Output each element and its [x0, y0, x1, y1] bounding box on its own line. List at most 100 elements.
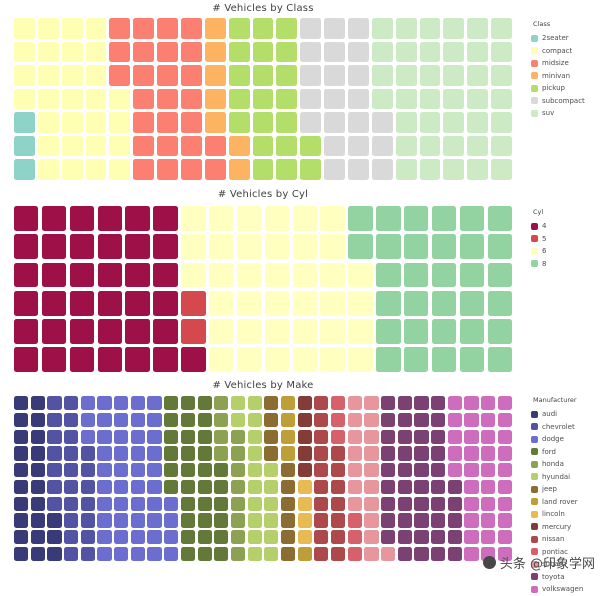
waffle-cell [497, 513, 512, 528]
legend-cyl: Cyl 4 5 6 8 [531, 208, 546, 270]
waffle-cell [481, 429, 496, 444]
waffle-cell [247, 546, 262, 561]
waffle-cell [41, 234, 67, 259]
waffle-cell [348, 135, 369, 157]
waffle-cell [431, 234, 457, 259]
waffle-cell [395, 112, 417, 133]
waffle-cell [80, 513, 95, 528]
waffle-cell [459, 234, 485, 259]
waffle-cell [80, 546, 95, 561]
waffle-cell [404, 234, 429, 259]
waffle-cell [181, 262, 206, 288]
waffle-cell [97, 429, 112, 444]
waffle-cell [487, 262, 512, 288]
waffle-cell [133, 18, 155, 39]
waffle-cell [314, 513, 329, 528]
waffle-cell [397, 446, 412, 461]
waffle-cell [276, 112, 298, 133]
legend-label: pontiac [542, 547, 568, 556]
waffle-cell [431, 206, 457, 231]
waffle-cell [414, 396, 429, 411]
waffle-cell [69, 319, 95, 344]
waffle-cell [300, 135, 322, 157]
waffle-cell [397, 496, 412, 511]
waffle-cell [197, 496, 212, 511]
waffle-cell [228, 41, 250, 63]
waffle-cell [487, 206, 512, 231]
waffle-cell [147, 546, 162, 561]
waffle-cell [376, 347, 401, 372]
waffle-cell [30, 463, 45, 478]
waffle-cell [14, 479, 29, 494]
waffle-cell [14, 530, 29, 545]
waffle-cell [14, 234, 39, 259]
watermark-text: 头条 @印象学网 [499, 557, 595, 572]
waffle-cell [414, 446, 429, 461]
legend-swatch-icon [531, 235, 538, 243]
waffle-cell [109, 112, 131, 133]
legend-swatch-icon [531, 109, 538, 117]
waffle-cell [164, 396, 179, 411]
waffle-cell [397, 429, 412, 444]
waffle-cell [481, 396, 496, 411]
waffle-cell [181, 319, 206, 344]
waffle-cell [381, 546, 396, 561]
waffle-cell [314, 546, 329, 561]
legend-title: Manufacturer [533, 396, 577, 404]
waffle-cell [252, 65, 274, 86]
waffle-cell [14, 18, 35, 39]
waffle-cell [236, 262, 262, 288]
legend-swatch-icon [531, 510, 538, 518]
waffle-cell [280, 513, 296, 528]
waffle-cell [376, 234, 401, 259]
legend-label: 8 [542, 259, 547, 268]
waffle-grid-make [14, 396, 512, 561]
waffle-cell [252, 159, 274, 180]
waffle-cell [464, 530, 479, 545]
waffle-cell [297, 463, 312, 478]
waffle-cell [209, 206, 234, 231]
waffle-cell [97, 446, 112, 461]
waffle-cell [209, 319, 234, 344]
legend-swatch-icon [531, 585, 538, 593]
waffle-cell [395, 135, 417, 157]
waffle-cell [459, 262, 485, 288]
waffle-cell [264, 319, 290, 344]
legend-swatch-icon [531, 222, 538, 230]
waffle-cell [347, 429, 362, 444]
waffle-cell [147, 446, 162, 461]
waffle-cell [37, 65, 59, 86]
waffle-cell [181, 234, 206, 259]
waffle-cell [47, 479, 62, 494]
waffle-cell [419, 135, 441, 157]
waffle-cell [292, 319, 317, 344]
waffle-cell [459, 290, 485, 316]
waffle-cell [214, 479, 229, 494]
waffle-cell [348, 290, 373, 316]
legend-label: mercury [542, 522, 572, 531]
waffle-cell [443, 65, 465, 86]
waffle-cell [230, 479, 246, 494]
waffle-cell [30, 496, 45, 511]
waffle-cell [247, 530, 262, 545]
waffle-cell [447, 396, 462, 411]
waffle-cell [164, 496, 179, 511]
waffle-cell [125, 234, 150, 259]
waffle-cell [164, 530, 179, 545]
legend-swatch-icon [531, 535, 538, 543]
waffle-cell [130, 412, 145, 427]
waffle-cell [487, 290, 512, 316]
waffle-cell [371, 18, 393, 39]
legend-items: 2seater compact midsize minivan pickup subcom… [531, 32, 585, 120]
waffle-cell [228, 159, 250, 180]
legend-swatch-icon [531, 72, 538, 80]
waffle-cell [14, 112, 35, 133]
waffle-cell [364, 463, 379, 478]
waffle-cell [481, 496, 496, 511]
waffle-cell [419, 41, 441, 63]
legend-swatch-icon [531, 435, 538, 443]
waffle-cell [214, 429, 229, 444]
waffle-cell [252, 88, 274, 110]
waffle-cell [497, 546, 512, 561]
legend-item: honda [531, 458, 583, 471]
